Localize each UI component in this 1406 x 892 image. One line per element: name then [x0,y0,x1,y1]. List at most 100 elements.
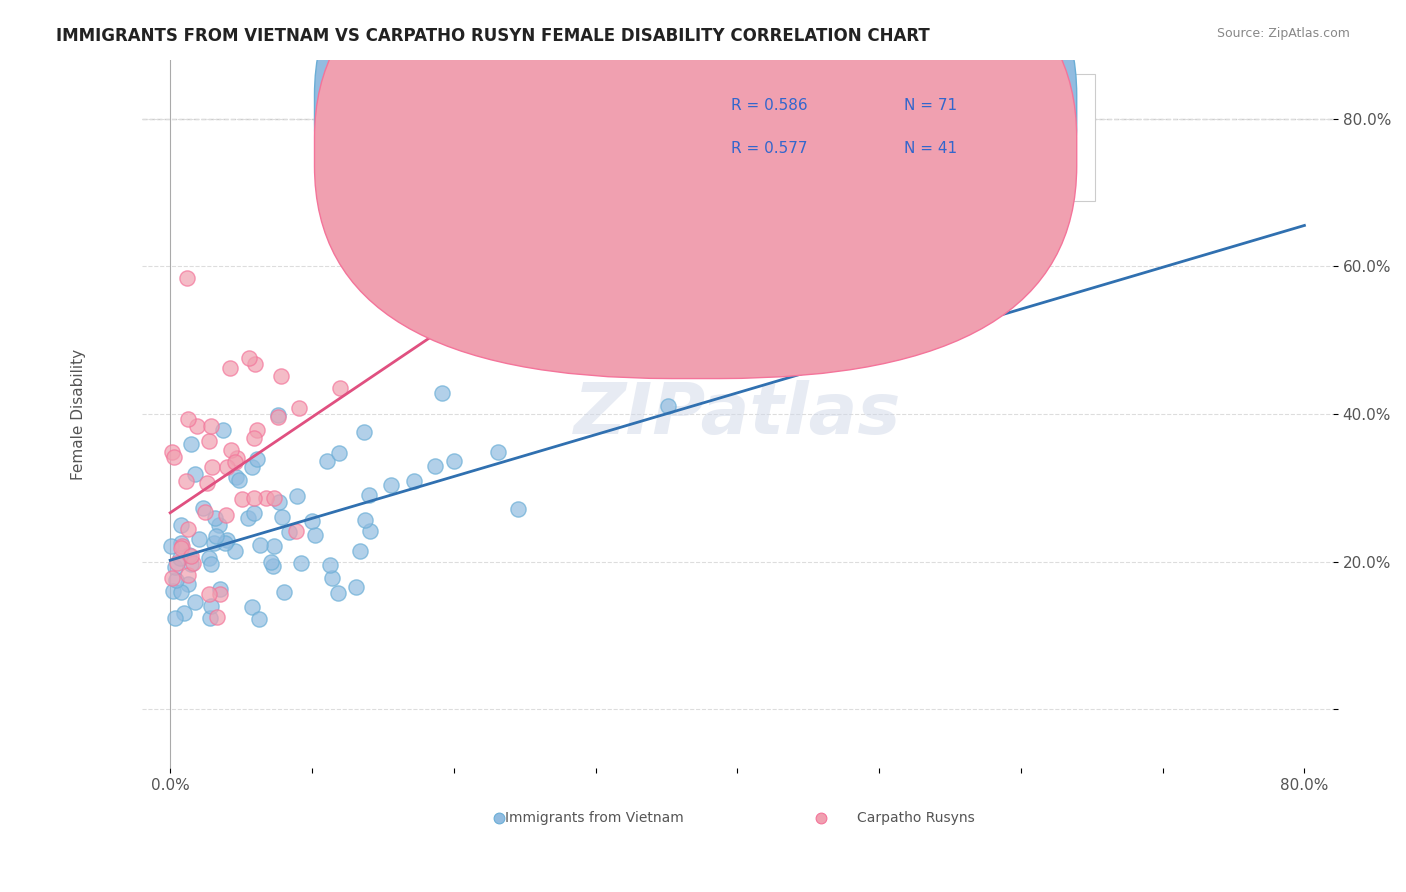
Immigrants from Vietnam [318,558,340,572]
Immigrants from Vietnam [200,599,222,614]
Carpatho Rusyns [219,442,242,457]
Immigrants from Vietnam [165,573,187,587]
Immigrants from Vietnam [263,539,285,553]
Immigrants from Vietnam [215,533,238,548]
Immigrants from Vietnam [486,445,509,459]
Immigrants from Vietnam [163,559,186,574]
Text: IMMIGRANTS FROM VIETNAM VS CARPATHO RUSYN FEMALE DISABILITY CORRELATION CHART: IMMIGRANTS FROM VIETNAM VS CARPATHO RUSY… [56,27,929,45]
Immigrants from Vietnam [246,451,269,466]
Point [967,754,990,768]
Immigrants from Vietnam [202,535,225,549]
Carpatho Rusyns [170,541,193,556]
Carpatho Rusyns [200,460,222,475]
FancyBboxPatch shape [315,0,1077,378]
Immigrants from Vietnam [430,386,453,401]
Text: R = 0.577: R = 0.577 [731,141,808,156]
Carpatho Rusyns [205,609,228,624]
Carpatho Rusyns [243,491,266,505]
Immigrants from Vietnam [321,571,343,585]
Immigrants from Vietnam [273,584,295,599]
Text: Immigrants from Vietnam: Immigrants from Vietnam [505,811,683,825]
Carpatho Rusyns [288,401,311,415]
Immigrants from Vietnam [249,538,271,552]
Immigrants from Vietnam [191,501,214,516]
Text: Carpatho Rusyns: Carpatho Rusyns [858,811,974,825]
Carpatho Rusyns [176,523,198,537]
Carpatho Rusyns [263,491,285,505]
Text: N = 41: N = 41 [904,141,957,156]
Immigrants from Vietnam [380,478,402,492]
Carpatho Rusyns [243,357,266,371]
Carpatho Rusyns [174,474,197,488]
Immigrants from Vietnam [180,558,202,572]
Immigrants from Vietnam [224,544,246,558]
Carpatho Rusyns [242,431,264,445]
Immigrants from Vietnam [344,580,367,594]
Immigrants from Vietnam [204,511,226,525]
Carpatho Rusyns [198,434,221,448]
Immigrants from Vietnam [278,524,301,539]
Carpatho Rusyns [160,571,183,585]
Carpatho Rusyns [254,491,277,505]
Immigrants from Vietnam [169,550,191,565]
Carpatho Rusyns [215,460,238,475]
Immigrants from Vietnam [184,595,207,609]
Immigrants from Vietnam [247,612,270,626]
Immigrants from Vietnam [359,524,381,538]
Immigrants from Vietnam [209,582,232,596]
Carpatho Rusyns [186,418,208,433]
Carpatho Rusyns [172,539,194,553]
Immigrants from Vietnam [163,611,186,625]
Immigrants from Vietnam [353,425,375,439]
Immigrants from Vietnam [349,544,371,558]
Carpatho Rusyns [215,508,238,523]
Immigrants from Vietnam [243,506,266,520]
Immigrants from Vietnam [238,511,260,525]
Carpatho Rusyns [329,381,352,395]
Carpatho Rusyns [285,524,308,538]
Immigrants from Vietnam [198,550,221,565]
Carpatho Rusyns [180,549,202,563]
Immigrants from Vietnam [326,586,349,600]
Immigrants from Vietnam [198,610,221,624]
Immigrants from Vietnam [260,555,283,569]
Y-axis label: Female Disability: Female Disability [72,349,86,480]
Immigrants from Vietnam [180,437,202,451]
Immigrants from Vietnam [270,510,292,524]
Immigrants from Vietnam [404,475,426,489]
Text: N = 71: N = 71 [904,98,957,113]
Immigrants from Vietnam [354,514,377,528]
Carpatho Rusyns [197,587,219,601]
Immigrants from Vietnam [304,528,326,542]
Immigrants from Vietnam [177,549,200,563]
Immigrants from Vietnam [169,536,191,550]
Carpatho Rusyns [163,450,186,464]
Immigrants from Vietnam [301,514,323,528]
Carpatho Rusyns [194,505,217,519]
Carpatho Rusyns [238,351,260,365]
Immigrants from Vietnam [176,576,198,591]
Carpatho Rusyns [166,556,188,570]
Carpatho Rusyns [177,567,200,582]
Carpatho Rusyns [270,368,292,383]
Carpatho Rusyns [177,411,200,425]
Immigrants from Vietnam [357,488,380,502]
Carpatho Rusyns [224,454,246,468]
Immigrants from Vietnam [170,584,193,599]
Immigrants from Vietnam [240,459,263,474]
Immigrants from Vietnam [506,502,529,516]
Immigrants from Vietnam [443,454,465,468]
Text: ZIPatlas: ZIPatlas [574,379,901,449]
Immigrants from Vietnam [423,458,446,473]
Immigrants from Vietnam [315,454,337,468]
Carpatho Rusyns [246,424,269,438]
Immigrants from Vietnam [162,584,184,599]
Text: R = 0.586: R = 0.586 [731,98,808,113]
Carpatho Rusyns [231,492,253,507]
Immigrants from Vietnam [269,495,291,509]
Immigrants from Vietnam [173,606,195,620]
Immigrants from Vietnam [290,557,312,571]
Immigrants from Vietnam [204,528,226,542]
FancyBboxPatch shape [643,74,1095,202]
Text: Source: ZipAtlas.com: Source: ZipAtlas.com [1216,27,1350,40]
